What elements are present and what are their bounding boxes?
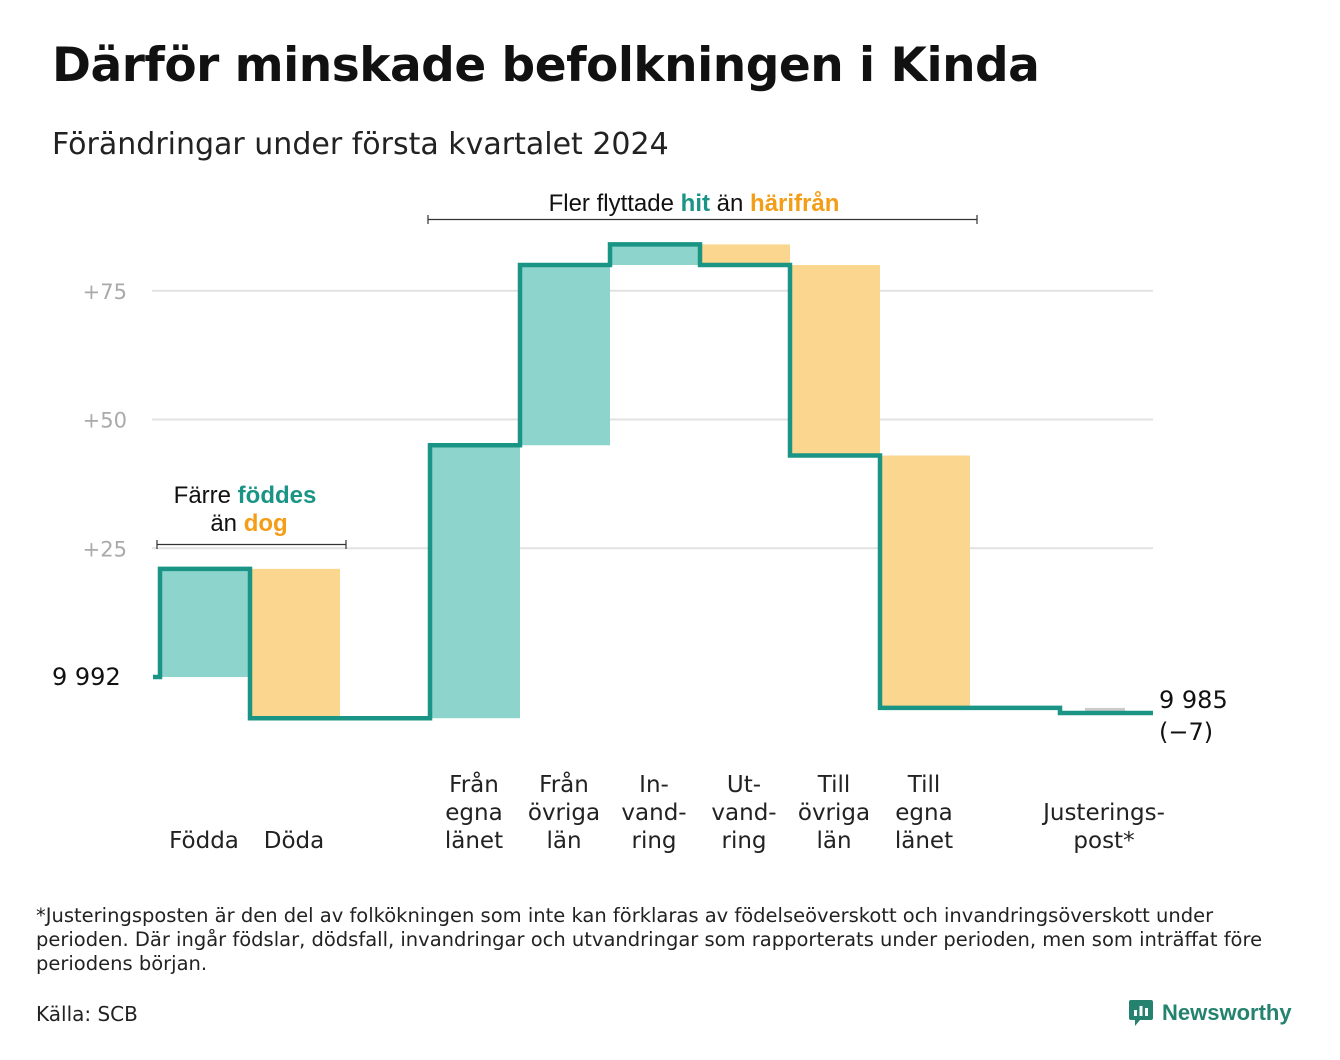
category-labels: Födda Döda Från egna länet Från övriga län In-va… bbox=[169, 770, 1165, 854]
category-label: Födda bbox=[169, 828, 239, 854]
waterfall-bar bbox=[700, 244, 790, 265]
annotation-line-1: Färre föddes bbox=[174, 482, 317, 509]
gridlines bbox=[152, 289, 1153, 550]
brand-logo: Newsworthy bbox=[1128, 998, 1292, 1028]
category-label: Döda bbox=[264, 828, 324, 854]
annotation-text: Färre bbox=[174, 482, 231, 509]
chart-title: Därför minskade befolkningen i Kinda bbox=[52, 38, 1040, 93]
category-label: Från övriga län bbox=[528, 770, 600, 854]
y-axis-ticks: +25 +50 +75 bbox=[83, 280, 127, 562]
waterfall-bar bbox=[790, 265, 880, 456]
waterfall-bar bbox=[160, 568, 250, 677]
annotation-line: Fler flyttade hit än härifrån bbox=[549, 190, 840, 217]
migration-annotation: Fler flyttade hit än härifrån bbox=[427, 190, 978, 224]
annotation-text: än bbox=[717, 190, 744, 217]
annotation-highlight-here: hit bbox=[681, 190, 710, 217]
source-note: Källa: SCB bbox=[36, 1002, 138, 1026]
category-label: Från egna länet bbox=[445, 770, 503, 854]
footnote: *Justeringsposten är den del av folkökni… bbox=[36, 904, 1263, 975]
waterfall-bar bbox=[520, 265, 610, 446]
chart-subtitle: Förändringar under första kvartalet 2024 bbox=[52, 127, 669, 162]
annotation-bracket bbox=[156, 540, 347, 549]
births-deaths-annotation: Färre föddes än dog bbox=[156, 482, 347, 549]
brand-name: Newsworthy bbox=[1162, 1000, 1292, 1025]
annotation-line-2: än dog bbox=[210, 510, 287, 537]
waterfall-bar bbox=[1085, 707, 1125, 714]
y-tick-label: +25 bbox=[83, 537, 127, 561]
waterfall-bar bbox=[250, 568, 340, 719]
end-value-label: 9 985 bbox=[1159, 686, 1228, 714]
bars bbox=[160, 244, 1125, 719]
y-tick-label: +75 bbox=[83, 280, 127, 304]
annotation-highlight-born: föddes bbox=[238, 482, 317, 509]
start-value-label: 9 992 bbox=[52, 663, 121, 691]
running-total-path bbox=[153, 242, 1153, 721]
annotation-text: Fler flyttade bbox=[549, 190, 674, 217]
category-label: Till egna länet bbox=[895, 772, 953, 854]
waterfall-chart: +25 +50 +75 Födda Döda Från egna länet Från övri… bbox=[52, 190, 1228, 854]
waterfall-bar bbox=[880, 455, 970, 708]
category-label: In-vand-ring bbox=[621, 772, 686, 854]
y-tick-label: +50 bbox=[83, 409, 127, 433]
newsworthy-logo-icon bbox=[1129, 1000, 1153, 1026]
category-label: Till övriga län bbox=[798, 772, 870, 854]
annotation-text: än bbox=[210, 510, 237, 537]
category-label: Justerings-post* bbox=[1041, 800, 1165, 854]
category-label: Ut-vand-ring bbox=[711, 772, 776, 854]
waterfall-bar bbox=[430, 445, 520, 719]
annotation-bracket bbox=[427, 215, 978, 224]
running-total-line bbox=[153, 242, 1153, 721]
waterfall-bar bbox=[610, 244, 700, 265]
end-change-label: (−7) bbox=[1159, 718, 1213, 746]
annotation-highlight-died: dog bbox=[244, 510, 288, 537]
annotation-highlight-away: härifrån bbox=[750, 190, 839, 217]
